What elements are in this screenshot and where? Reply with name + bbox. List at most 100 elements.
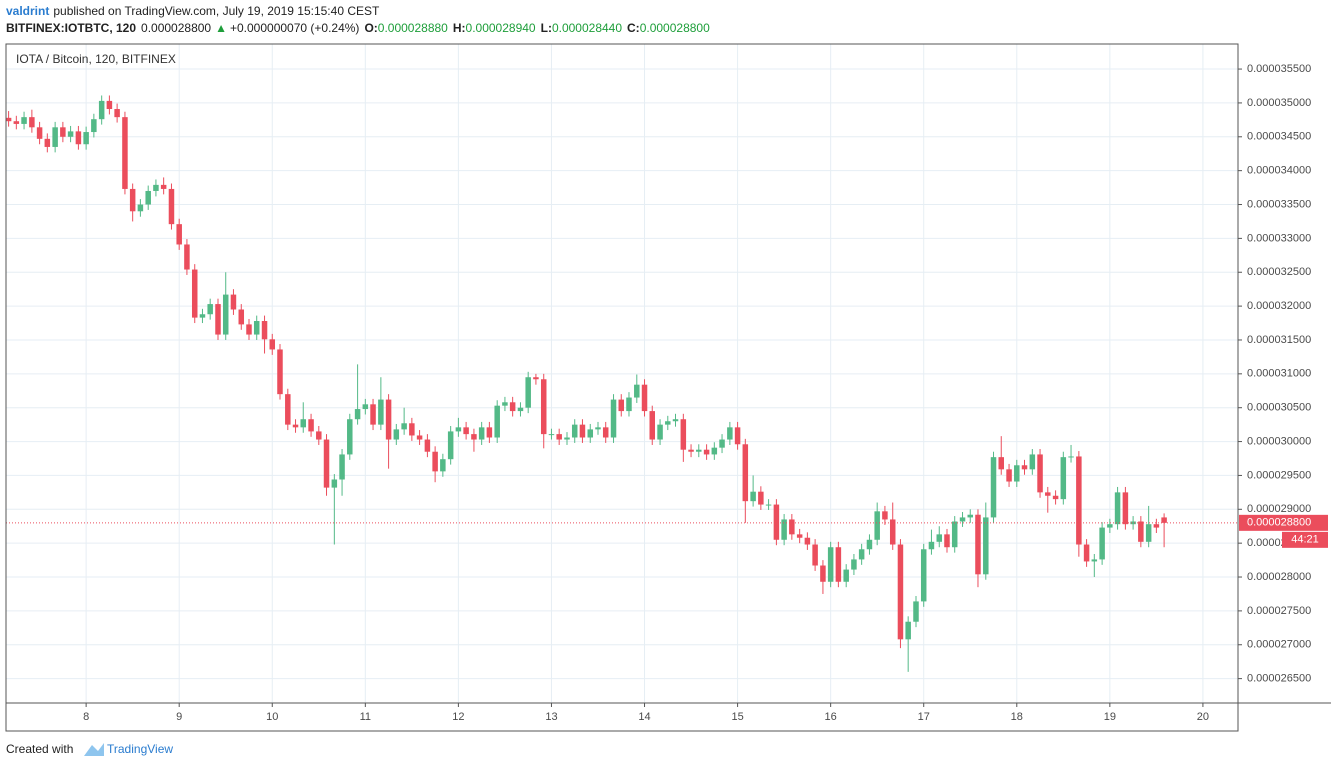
candle-body (308, 419, 314, 432)
candle-body (928, 541, 935, 550)
candle-body (866, 539, 873, 550)
candle-body (843, 569, 849, 582)
candle-body (424, 439, 431, 452)
y-tick-label: 0.000029500 (1247, 469, 1311, 481)
candle-body (540, 379, 547, 435)
candle-body (1052, 495, 1059, 500)
candle-body (5, 117, 12, 122)
candle-body (114, 109, 120, 118)
candle-body (773, 504, 780, 540)
countdown: 44:21 (1291, 534, 1319, 546)
y-tick-label: 0.000030000 (1247, 435, 1311, 447)
y-tick-label: 0.000030500 (1247, 402, 1311, 414)
candle-body (525, 377, 531, 408)
open-label: O: (364, 21, 377, 35)
candle-body (1060, 457, 1067, 500)
brand[interactable]: TradingView (107, 742, 173, 756)
candle-body (951, 521, 958, 548)
y-tick-label: 0.000027000 (1247, 639, 1311, 651)
candle-body (827, 547, 834, 582)
candle-body (486, 427, 493, 438)
candle-body (207, 304, 213, 315)
x-tick-label: 14 (638, 711, 650, 723)
candle-body (680, 419, 687, 450)
y-tick-label: 0.000034000 (1247, 165, 1311, 177)
x-tick-label: 19 (1104, 711, 1116, 723)
candle-body (137, 204, 144, 212)
candle-body (781, 519, 787, 540)
candle-body (378, 399, 384, 425)
candle-body (688, 449, 694, 452)
candle-body (1068, 456, 1074, 458)
candle-body (1006, 469, 1012, 482)
candle-body (517, 407, 524, 412)
candle-body (91, 119, 97, 133)
candle-body (936, 534, 943, 542)
candle-body (145, 190, 151, 205)
candle-body (602, 427, 609, 438)
x-tick-label: 16 (825, 711, 837, 723)
chart-title: IOTA / Bitcoin, 120, BITFINEX (16, 52, 176, 66)
candle-body (1076, 456, 1082, 545)
candle-body (253, 321, 260, 335)
candle-body (672, 419, 679, 422)
x-tick-label: 18 (1011, 711, 1023, 723)
candle-body (758, 491, 764, 505)
candle-body (339, 454, 345, 480)
candle-body (285, 394, 291, 425)
candle-body (1037, 454, 1043, 493)
candle-body (967, 514, 974, 518)
candle-body (494, 405, 500, 438)
candle-body (587, 429, 594, 438)
y-tick-label: 0.000027500 (1247, 605, 1311, 617)
candle-body (626, 397, 632, 412)
candle-body (292, 424, 299, 428)
candle-body (98, 100, 105, 120)
candle-body (502, 402, 508, 406)
candle-body (882, 511, 888, 520)
candle-body (835, 547, 842, 582)
candle-body (959, 517, 966, 522)
candle-body (36, 127, 43, 139)
y-tick-label: 0.000031500 (1247, 334, 1311, 346)
candle-body (323, 439, 330, 488)
candle-body (595, 427, 601, 430)
candle-body (347, 419, 353, 455)
low-value: 0.000028440 (552, 21, 622, 35)
candle-body (649, 411, 655, 440)
candle-body (455, 427, 462, 432)
candle-body (261, 321, 268, 340)
countdown-tag (1282, 531, 1328, 548)
y-tick-label: 0.000032500 (1247, 266, 1311, 278)
candle-body (874, 511, 880, 540)
candle-body (277, 349, 283, 395)
x-tick-label: 10 (266, 711, 278, 723)
candle-body (556, 434, 562, 440)
y-tick-label: 0.000035500 (1247, 63, 1311, 75)
candle-body (331, 479, 338, 488)
axes: 0.000026500 0.000027000 0.000027500 0.00002… (83, 63, 1328, 723)
brand-logo (84, 743, 104, 756)
candle-body (944, 534, 950, 548)
candle-body (1014, 465, 1020, 482)
candle-body (269, 339, 276, 350)
high-label: H: (453, 21, 466, 35)
candle-body (750, 491, 756, 502)
candle-body (168, 188, 175, 225)
candle-body (719, 439, 725, 448)
candle-body (238, 309, 245, 325)
candle-body (851, 559, 857, 570)
candle-body (1045, 492, 1051, 496)
candle-body (440, 459, 446, 472)
candle-body (191, 269, 198, 318)
high-value: 0.000028940 (466, 21, 536, 35)
candle-body (199, 314, 206, 318)
candle-body (29, 117, 35, 128)
candle-body (1153, 524, 1160, 528)
candle-body (804, 537, 811, 545)
candle-body (657, 424, 663, 440)
candle-body (665, 421, 671, 425)
candle-body (742, 444, 749, 502)
candle-body (122, 117, 128, 189)
